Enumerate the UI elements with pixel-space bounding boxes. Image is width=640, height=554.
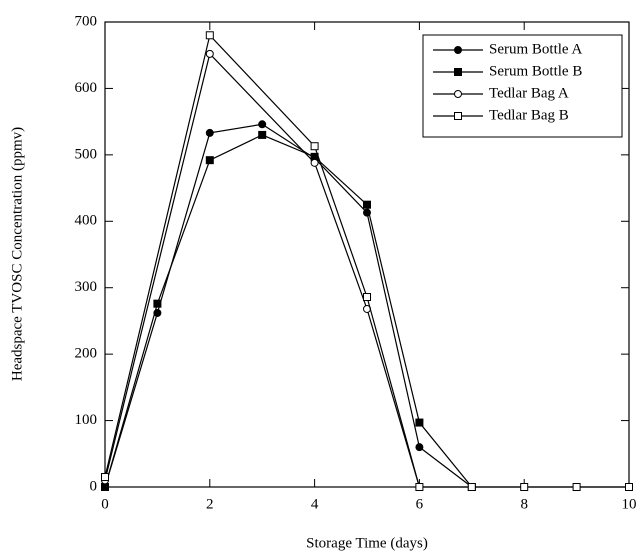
marker [363,293,371,302]
marker [415,443,424,452]
marker [205,31,214,40]
series-line [104,52,420,488]
y-tick-label: 200 [75,346,98,362]
x-tick-label: 2 [206,496,214,512]
y-tick-label: 700 [75,13,98,29]
marker [467,483,476,491]
y-tick-label: 600 [75,80,98,96]
marker [205,156,214,165]
y-tick-label: 400 [75,213,98,229]
y-axis-label: Headspace TVOSC Concentration (ppmv) [9,127,25,381]
marker [520,483,529,491]
marker [310,142,319,151]
x-tick-label: 0 [101,496,109,512]
y-tick-label: 500 [75,146,98,162]
legend-label: Tedlar Bag A [489,85,569,101]
x-axis-label: Storage Time (days) [306,535,428,551]
marker [153,299,162,308]
series-line [104,123,473,488]
y-tick-label: 300 [75,279,98,295]
marker [258,120,267,129]
x-tick-label: 10 [622,496,637,512]
marker [454,46,462,54]
marker [205,128,214,137]
marker [258,130,267,139]
marker [454,112,462,120]
marker [205,49,214,58]
legend-label: Tedlar Bag B [489,107,569,123]
legend-label: Serum Bottle B [489,63,582,79]
marker [454,90,462,98]
marker [572,483,581,491]
series-line [104,134,473,488]
marker [310,158,319,167]
marker [454,68,462,76]
x-tick-label: 4 [311,496,319,512]
legend-label: Serum Bottle A [489,41,583,57]
y-tick-label: 0 [90,478,98,494]
y-tick-label: 100 [75,412,98,428]
marker [101,483,109,491]
x-tick-label: 6 [416,496,424,512]
x-tick-label: 8 [520,496,528,512]
marker [625,483,633,491]
marker [415,418,424,427]
marker [415,483,424,491]
marker [101,473,109,482]
marker [363,200,371,209]
plot-frame [104,21,630,488]
